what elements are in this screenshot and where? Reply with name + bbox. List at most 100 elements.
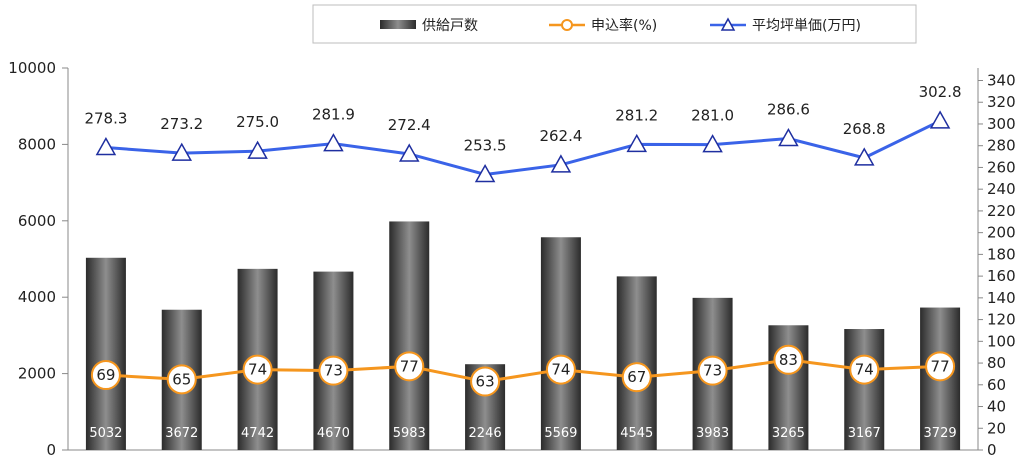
supply-bar (85, 257, 126, 450)
supply-bar-label: 4545 (620, 426, 653, 441)
price-marker (853, 147, 875, 166)
left-tick-label: 6000 (18, 212, 56, 230)
rate-label: 74 (855, 361, 874, 379)
supply-bar (389, 221, 430, 450)
right-tick-label: 80 (987, 354, 1006, 372)
right-tick-label: 320 (987, 93, 1016, 111)
right-axis-ticks: 0 20 40 60 80 100 120 140 160 180 200 220 240 260 280 3… (978, 72, 1016, 459)
rate-label: 77 (400, 357, 419, 375)
rate-label: 74 (551, 361, 570, 379)
supply-bar-label: 3729 (924, 426, 957, 441)
supply-bar-label: 4670 (317, 426, 350, 441)
supply-bar-label: 5032 (89, 426, 122, 441)
left-tick-label: 0 (46, 441, 56, 459)
supply-bar-label: 5983 (393, 426, 426, 441)
price-label: 281.9 (312, 106, 355, 124)
left-axis-ticks: 0 2000 4000 6000 8000 10000 (8, 59, 68, 459)
price-label: 278.3 (84, 110, 127, 128)
right-tick-label: 0 (987, 441, 997, 459)
rate-label: 73 (703, 362, 722, 380)
supply-bar (540, 237, 581, 450)
rate-marker (545, 354, 576, 385)
price-label: 281.0 (691, 107, 734, 125)
price-marker (247, 140, 268, 159)
rate-line (105, 358, 941, 384)
rate-label: 69 (96, 366, 115, 384)
rate-label: 67 (627, 368, 646, 386)
rate-marker (925, 351, 956, 382)
rate-marker (773, 344, 804, 375)
price-marker (626, 133, 648, 153)
right-tick-label: 240 (987, 180, 1016, 198)
price-marker (323, 133, 344, 152)
rate-series: 69 65 74 73 77 63 74 67 73 83 74 77 (90, 344, 956, 397)
rate-marker (318, 355, 349, 386)
supply-bar-label: 4742 (241, 426, 274, 441)
rate-label: 83 (779, 351, 798, 369)
price-marker (778, 128, 799, 147)
price-marker (702, 134, 723, 153)
left-tick-label: 2000 (18, 365, 56, 383)
rate-marker (621, 362, 652, 393)
rate-label: 63 (476, 373, 495, 391)
price-label: 275.0 (236, 113, 279, 131)
rate-marker (849, 354, 880, 385)
price-marker (550, 154, 572, 173)
legend-label-supply: 供給戸数 (422, 18, 478, 34)
rate-marker (166, 364, 197, 395)
rate-marker (242, 354, 273, 385)
right-tick-label: 160 (987, 267, 1016, 285)
legend: 供給戸数 申込率(%) 平均坪単価(万円) (312, 4, 917, 44)
supply-bar-label: 3983 (696, 426, 729, 441)
price-marker (95, 137, 117, 156)
right-tick-label: 140 (987, 289, 1016, 307)
supply-bar (844, 329, 885, 450)
rate-label: 73 (324, 362, 343, 380)
price-line (105, 119, 941, 177)
supply-bar-label: 2246 (469, 426, 502, 441)
price-label: 253.5 (464, 137, 507, 155)
price-label: 281.2 (615, 106, 658, 124)
supply-bar-label: 3672 (165, 426, 198, 441)
left-tick-label: 4000 (18, 288, 56, 306)
right-tick-label: 40 (987, 398, 1006, 416)
right-tick-label: 280 (987, 137, 1016, 155)
right-tick-label: 260 (987, 158, 1016, 176)
left-tick-label: 10000 (8, 59, 56, 77)
supply-bar-label: 3167 (848, 426, 881, 441)
price-label: 302.8 (919, 83, 962, 101)
rate-label: 74 (248, 361, 267, 379)
price-marker (474, 163, 496, 183)
right-tick-label: 180 (987, 245, 1016, 263)
right-tick-label: 200 (987, 224, 1016, 242)
legend-label-price: 平均坪単価(万円) (752, 18, 861, 34)
rate-marker (90, 360, 121, 391)
price-marker (929, 110, 951, 129)
price-label: 272.4 (388, 116, 431, 134)
supply-bar-label: 5569 (544, 426, 577, 441)
legend-label-rate: 申込率(%) (591, 17, 657, 34)
rate-marker (394, 351, 425, 382)
price-label: 286.6 (767, 101, 810, 119)
rate-marker (470, 366, 501, 397)
right-tick-label: 120 (987, 311, 1016, 329)
right-tick-label: 20 (987, 419, 1006, 437)
right-tick-label: 340 (987, 72, 1016, 90)
right-tick-label: 100 (987, 332, 1016, 350)
legend-swatch-price-marker (720, 17, 736, 31)
price-marker (398, 143, 420, 162)
price-label: 268.8 (843, 120, 886, 138)
legend-swatch-rate-marker (561, 19, 573, 31)
price-label: 273.2 (160, 115, 203, 133)
rate-label: 77 (931, 357, 950, 375)
right-tick-label: 300 (987, 115, 1016, 133)
supply-bar-label: 3265 (772, 426, 805, 441)
left-tick-label: 8000 (18, 135, 56, 153)
supply-bars: 5032 3672 4742 4670 5983 2246 5569 4545 3983 3265… (85, 221, 961, 450)
rate-label: 65 (172, 370, 191, 388)
right-tick-label: 60 (987, 376, 1006, 394)
price-label: 262.4 (539, 127, 582, 145)
right-tick-label: 220 (987, 202, 1016, 220)
legend-swatch-bar (380, 20, 416, 29)
